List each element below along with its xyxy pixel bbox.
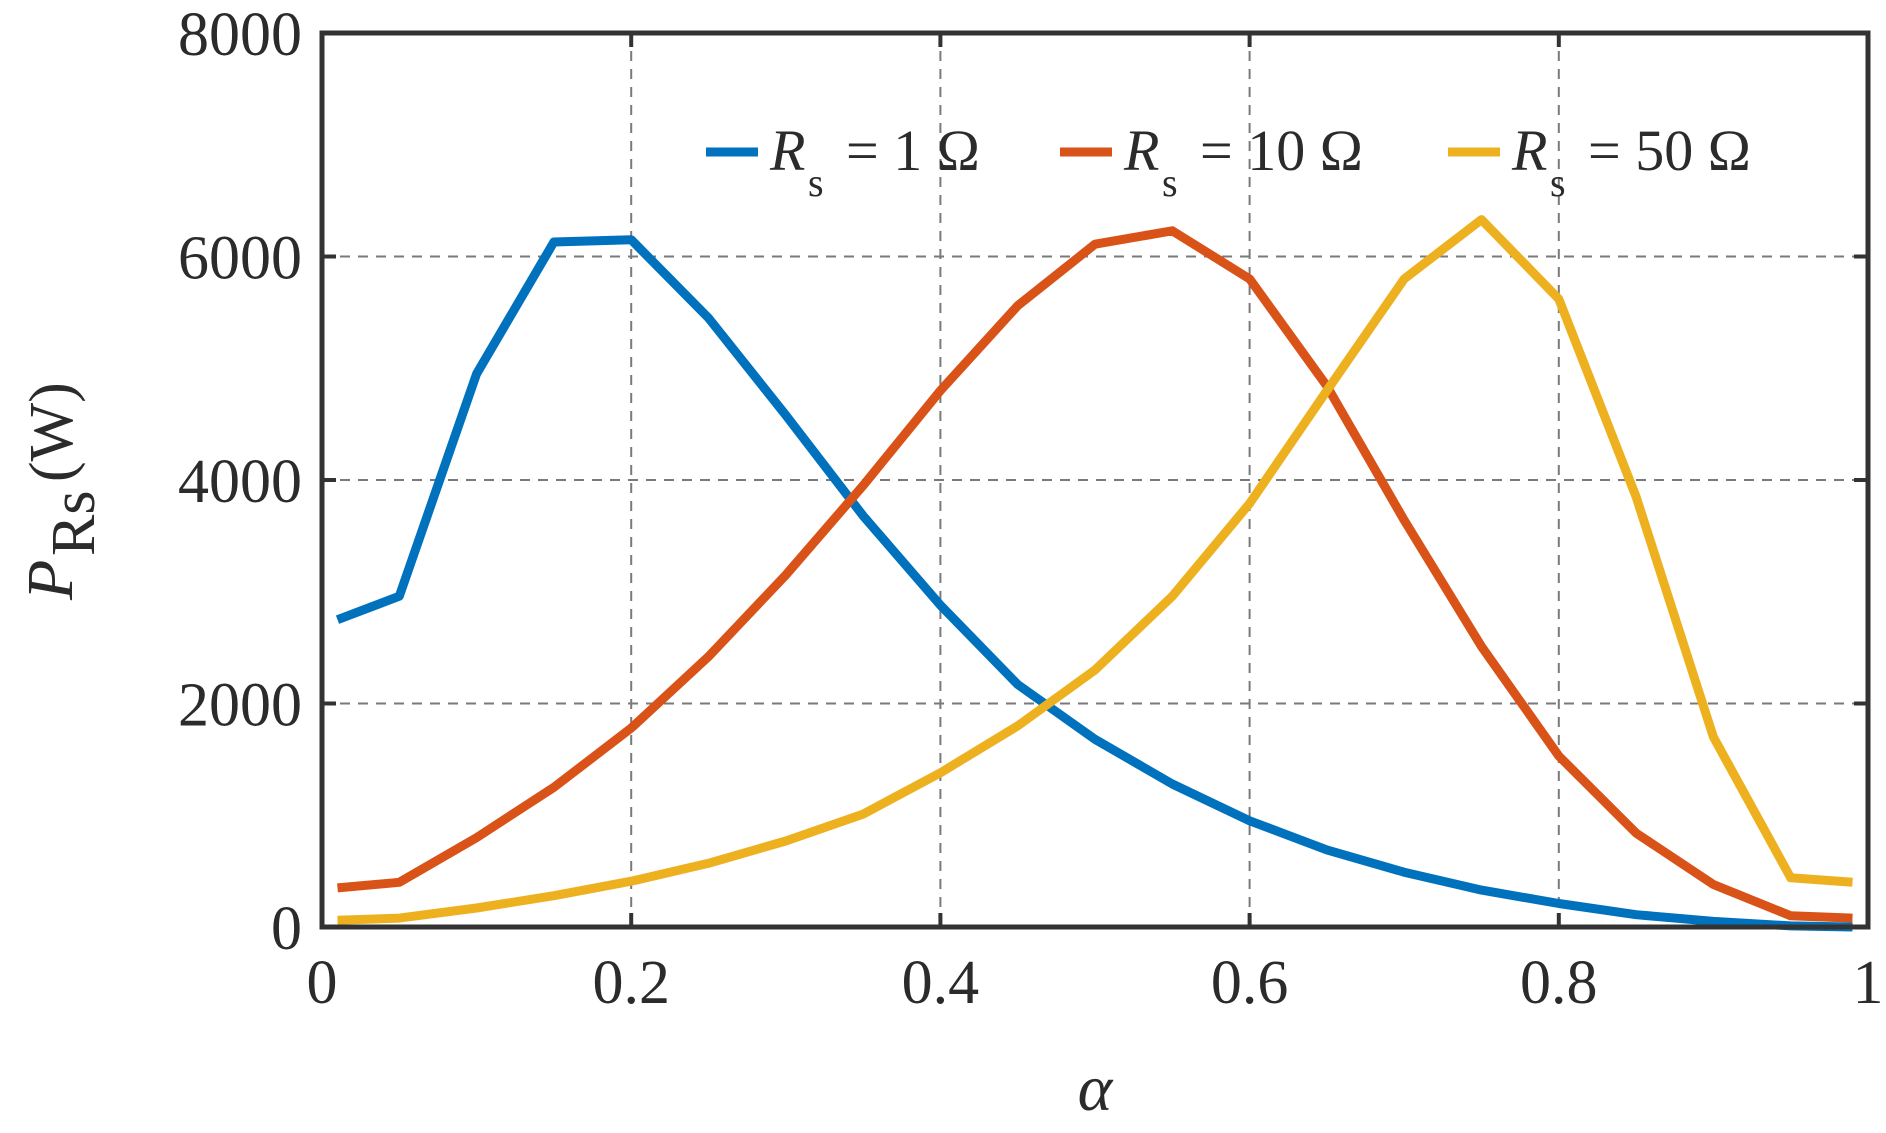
x-tick-label: 0 (307, 949, 338, 1017)
legend-label-value: = 50 Ω (1588, 118, 1751, 183)
x-tick-label: 0.4 (902, 949, 980, 1017)
x-axis-title: α (1078, 1052, 1114, 1125)
y-axis-title: P Rs (W) (14, 382, 108, 601)
legend-label-subscript: s (808, 160, 824, 205)
series-line-3 (337, 215, 1853, 925)
legend-label-value: = 1 Ω (846, 118, 980, 183)
x-tick-label: 1 (1853, 949, 1884, 1017)
x-tick-label: 0.2 (592, 949, 670, 1017)
y-tick-label: 4000 (178, 448, 302, 516)
x-tick-label: 0.6 (1211, 949, 1289, 1017)
x-tick-label: 0.8 (1520, 949, 1598, 1017)
y-tick-label: 6000 (178, 225, 302, 293)
legend-label-symbol: R (1511, 118, 1547, 183)
legend-label-symbol: R (769, 118, 805, 183)
tick-labels: 0 0.2 0.4 0.6 0.8 1 0 2000 4000 6000 8000 (178, 1, 1884, 1017)
series-line-2 (337, 226, 1853, 923)
y-tick-label: 2000 (178, 672, 302, 740)
y-tick-label: 0 (271, 895, 302, 963)
y-axis-title-subscript: Rs (40, 491, 108, 556)
legend-label-value: = 10 Ω (1200, 118, 1363, 183)
legend-label-subscript: s (1162, 160, 1178, 205)
y-tick-label: 8000 (178, 1, 302, 69)
series-lines (335, 215, 1853, 932)
legend-label-symbol: R (1123, 118, 1159, 183)
y-axis-title-unit: (W) (18, 382, 86, 482)
axes (319, 30, 1871, 930)
series-line-1 (335, 235, 1853, 932)
grid (322, 33, 1868, 927)
legend-label-subscript: s (1550, 160, 1566, 205)
y-axis-title-main: P (14, 560, 87, 601)
